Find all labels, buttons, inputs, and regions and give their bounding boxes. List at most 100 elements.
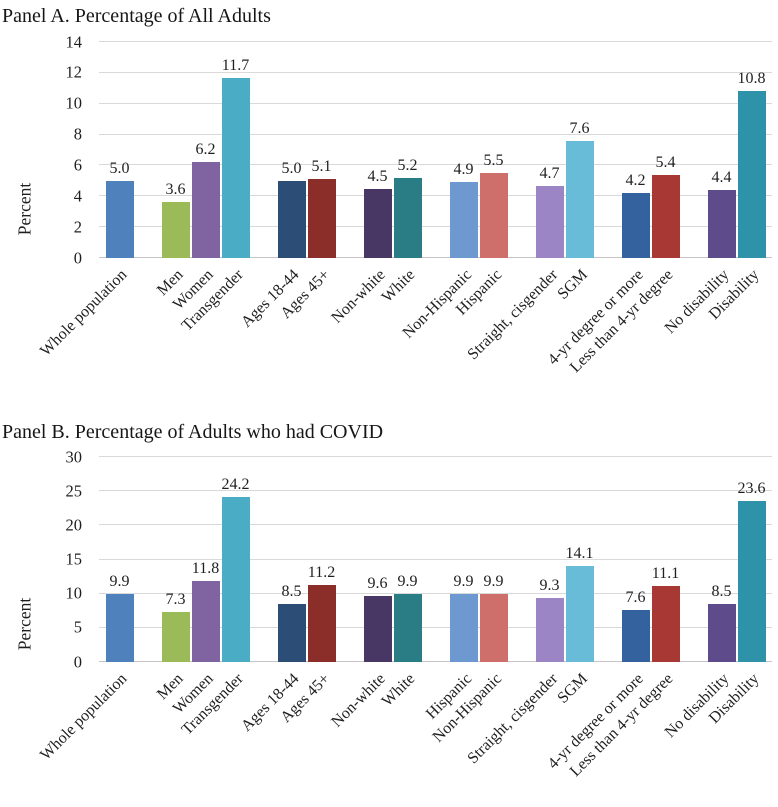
bar-ages-18-44: 5.0: [277, 160, 306, 258]
bar-value-label: 7.6: [569, 119, 590, 137]
panel-a-grid-layer: [99, 41, 772, 258]
bar-group: 5.0 Ages 18-44 5.1 Ages 45+: [238, 42, 336, 331]
gridline: [99, 592, 772, 594]
bar-value-label: 4.9: [453, 161, 474, 179]
bar-column-white: 9.9 White: [379, 457, 422, 710]
panel-b: Panel B. Percentage of Adults who had CO…: [0, 405, 778, 807]
bar-transgender: 24.2: [221, 476, 250, 662]
y-tick-label: 2: [73, 216, 82, 236]
bar-value-label: 5.0: [109, 159, 130, 177]
panel-b-y-axis-ticks: 0 5 10 15 20 25 30: [40, 448, 83, 669]
bar-value-label: 24.2: [221, 475, 250, 493]
bar-4-yr-degree-or-more: 4.2: [621, 173, 650, 258]
bar-value-label: 9.9: [109, 573, 130, 591]
bar-value-label: 4.7: [539, 164, 560, 182]
panel-b-title: Panel B. Percentage of Adults who had CO…: [2, 421, 384, 443]
bar-value-label: 9.9: [397, 573, 418, 591]
y-tick-label: 5: [73, 617, 82, 637]
bar-column-4-yr-degree-or-more: 4.2 4-yr degree or more: [545, 42, 650, 368]
gridline: [99, 490, 772, 492]
bar-group: 7.6 4-yr degree or more 11.1 Less than 4-yr…: [545, 457, 680, 780]
bar-column-transgender: 11.7 Transgender: [179, 42, 250, 334]
bar-value-label: 8.5: [711, 582, 732, 600]
bar-column-men: 7.3 Men: [154, 457, 190, 703]
bar-white: 5.2: [393, 157, 422, 258]
bar-women: 11.8: [191, 561, 220, 662]
bar-category-label: Non-white: [328, 266, 389, 327]
bar-hispanic: 5.5: [479, 153, 508, 258]
bar-value-label: 5.0: [281, 159, 302, 177]
bar-category-label: Non-white: [328, 670, 389, 731]
bar-column-non-white: 4.5 Non-white: [328, 42, 392, 327]
gridline: [99, 626, 772, 628]
bar-value-label: 7.6: [625, 589, 646, 607]
x-axis-baseline: [99, 661, 772, 662]
bar-group: 8.5 No disability 23.6 Disability: [662, 457, 766, 741]
bar-column-white: 5.2 White: [379, 42, 422, 306]
bar-column-whole-population: 5.0 Whole population: [37, 42, 134, 360]
y-tick-label: 0: [73, 651, 82, 671]
bar-value-label: 5.1: [311, 158, 332, 176]
bar-value-label: 3.6: [165, 181, 186, 199]
bar-value-label: 8.5: [281, 582, 302, 600]
bar-category-label: Whole population: [37, 266, 131, 360]
bar-value-label: 11.8: [191, 560, 220, 578]
bar-women: 6.2: [191, 142, 220, 258]
y-tick-label: 15: [65, 549, 83, 569]
bar-column-women: 6.2 Women: [170, 42, 220, 313]
y-tick-label: 10: [65, 93, 83, 113]
bar-column-hispanic: 9.9 Hispanic: [423, 457, 478, 723]
bar-ages-45: 11.2: [307, 565, 336, 662]
bar-category-label: White: [379, 670, 419, 710]
bar-column-whole-population: 9.9 Whole population: [37, 457, 134, 764]
y-tick-label: 30: [65, 446, 83, 466]
panel-a-y-axis-ticks: 0 2 4 6 8 10 12 14: [40, 33, 83, 265]
bar-column-ages-45: 5.1 Ages 45+: [277, 42, 336, 322]
gridline: [99, 195, 772, 197]
bar-value-label: 9.3: [539, 577, 560, 595]
bar-value-label: 11.1: [651, 565, 680, 583]
y-tick-label: 6: [73, 155, 82, 175]
bar-4-yr-degree-or-more: 7.6: [621, 590, 650, 662]
bar-sgm: 7.6: [565, 120, 594, 258]
bar-less-than-4-yr-degree: 11.1: [651, 566, 680, 662]
bar-disability: 23.6: [737, 480, 766, 662]
bar-column-less-than-4-yr-degree: 5.4 Less than 4-yr degree: [567, 42, 680, 376]
panel-a-y-axis-title: Percent: [14, 182, 35, 236]
x-axis-baseline: [99, 257, 772, 258]
bar-group: 4.5 Non-white 5.2 White: [328, 42, 422, 327]
bar-value-label: 9.6: [367, 575, 388, 593]
bar-non-white: 9.6: [363, 576, 392, 662]
bar-group: 9.9 Whole population: [37, 457, 134, 764]
y-tick-label: 25: [65, 480, 83, 500]
bar-value-label: 5.5: [483, 152, 504, 170]
bar-value-label: 5.2: [397, 156, 418, 174]
bar-group: 5.0 Whole population: [37, 42, 134, 360]
gridline: [99, 102, 772, 104]
bar-column-no-disability: 4.4 No disability: [662, 42, 736, 337]
panel-a-bars-row: 5.0 Whole population 3.6 Men 6.2 Women 11.7 Tra…: [37, 42, 772, 376]
bar-column-transgender: 24.2 Transgender: [179, 457, 250, 738]
gridline: [99, 133, 772, 135]
bar-men: 3.6: [161, 182, 190, 258]
bar-value-label: 5.4: [655, 153, 676, 171]
bar-value-label: 23.6: [737, 479, 766, 497]
bar-value-label: 7.3: [165, 591, 186, 609]
bar-group: 4.2 4-yr degree or more 5.4 Less than 4-yr …: [545, 42, 680, 376]
bar-group: 4.4 No disability 10.8 Disability: [662, 42, 766, 337]
bar-column-non-hispanic: 4.9 Non-Hispanic: [399, 42, 478, 342]
y-tick-label: 14: [65, 31, 83, 51]
bar-group: 9.6 Non-white 9.9 White: [328, 457, 422, 731]
bar-sgm: 14.1: [565, 545, 594, 662]
bar-column-no-disability: 8.5 No disability: [662, 457, 736, 741]
gridline: [99, 558, 772, 560]
bar-column-ages-18-44: 8.5 Ages 18-44: [238, 457, 306, 735]
bar-column-sgm: 14.1 SGM: [554, 457, 594, 707]
gridline: [99, 71, 772, 73]
gridline: [99, 164, 772, 166]
bar-group: 8.5 Ages 18-44 11.2 Ages 45+: [238, 457, 336, 735]
bar-hispanic: 9.9: [449, 574, 478, 662]
bar-group: 9.9 Hispanic 9.9 Non-Hispanic: [423, 457, 508, 746]
bar-group: 3.6 Men 6.2 Women 11.7 Transgender: [154, 42, 250, 334]
